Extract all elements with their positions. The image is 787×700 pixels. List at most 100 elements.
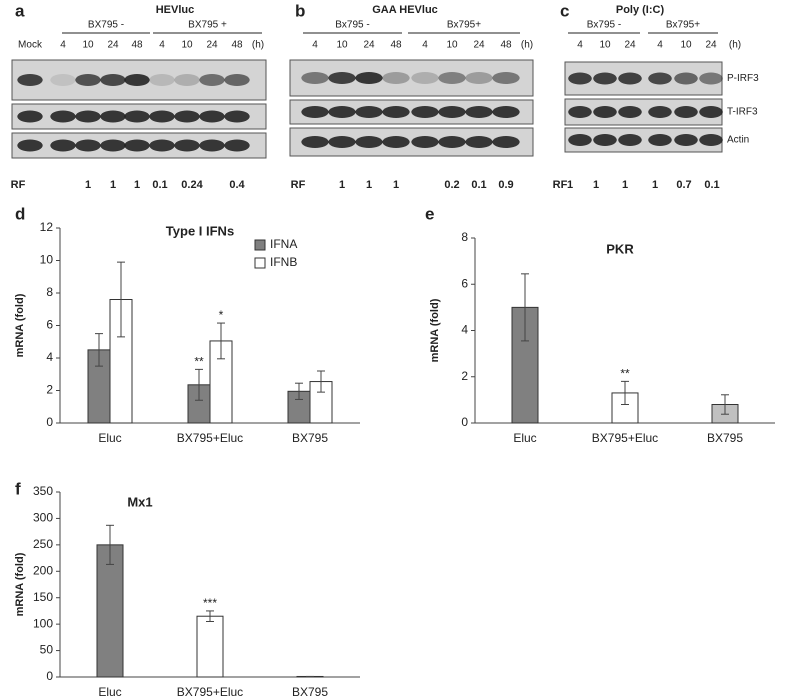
blot-band — [174, 110, 200, 123]
unit-label: (h) — [729, 40, 741, 51]
blot-band — [301, 72, 329, 84]
blot-band — [355, 72, 383, 84]
lane-label: 10 — [599, 40, 611, 51]
blot-band — [75, 110, 101, 123]
blot-band — [411, 106, 439, 118]
panel-letter: f — [15, 479, 21, 498]
rf-value: 1 — [393, 179, 399, 191]
blot-band — [224, 139, 250, 152]
blot-band — [618, 72, 642, 85]
lane-label: 4 — [312, 40, 318, 51]
group-label: BX795 - — [88, 20, 124, 31]
blot-band — [174, 74, 200, 86]
panel-letter: d — [15, 204, 25, 223]
blot-band — [224, 74, 250, 86]
annotation: ** — [620, 367, 630, 381]
y-tick-label: 0 — [46, 669, 53, 683]
rf-value: 1 — [567, 179, 573, 191]
annotation: *** — [203, 596, 217, 610]
blot-band — [593, 106, 617, 118]
unit-label: (h) — [521, 40, 533, 51]
blot-band — [648, 72, 672, 85]
rf-label: RF — [553, 179, 568, 191]
blot-band — [17, 74, 43, 86]
rf-value: 1 — [593, 179, 599, 191]
panel-letter: e — [425, 204, 434, 223]
y-tick-label: 2 — [46, 383, 53, 397]
blot-band — [438, 72, 466, 84]
legend-swatch — [254, 239, 266, 251]
y-tick-label: 8 — [46, 285, 53, 299]
blot-band — [301, 136, 329, 148]
blot-band — [75, 139, 101, 152]
blot-band — [382, 136, 410, 148]
blot-band — [382, 106, 410, 118]
lane-label: 4 — [159, 40, 165, 51]
row-label: T-IRF3 — [727, 107, 758, 118]
rf-value: 0.7 — [676, 179, 691, 191]
error-bar — [117, 261, 125, 338]
blot-band — [699, 134, 723, 146]
y-tick-label: 0 — [46, 415, 53, 429]
blot-band — [17, 139, 43, 152]
error-bar — [317, 370, 325, 393]
blot-band — [674, 134, 698, 146]
rf-label: RF — [11, 179, 26, 191]
blot-band — [355, 106, 383, 118]
group-label: Bx795 - — [335, 20, 369, 31]
blot-band — [568, 106, 592, 118]
blot-band — [149, 110, 175, 123]
blot-band — [618, 134, 642, 146]
blot-band — [328, 136, 356, 148]
y-tick-label: 6 — [46, 318, 53, 332]
blot-band — [124, 74, 150, 86]
y-tick-label: 150 — [33, 590, 53, 604]
blot-band — [100, 110, 126, 123]
blot-band — [124, 139, 150, 152]
blot-band — [124, 110, 150, 123]
blot-band — [593, 134, 617, 146]
lane-label: 24 — [624, 40, 636, 51]
lane-label: 24 — [206, 40, 218, 51]
x-tick-label: BX795+Eluc — [592, 431, 658, 445]
blot-band — [674, 72, 698, 85]
annotation: * — [219, 308, 224, 322]
y-tick-label: 250 — [33, 537, 53, 551]
error-bar — [295, 382, 303, 400]
panel-letter: b — [295, 1, 305, 20]
lane-label: 4 — [422, 40, 428, 51]
lane-label: 10 — [446, 40, 458, 51]
rf-label: RF — [291, 179, 306, 191]
blot-band — [411, 72, 439, 84]
rf-value: 1 — [366, 179, 372, 191]
lane-label: 4 — [577, 40, 583, 51]
blot-title: GAA HEVluc — [372, 4, 438, 16]
blot-band — [568, 72, 592, 85]
lane-label: 4 — [60, 40, 66, 51]
blot-band — [568, 134, 592, 146]
x-tick-label: BX795+Eluc — [177, 685, 243, 699]
lane-label: 10 — [181, 40, 193, 51]
y-tick-label: 300 — [33, 511, 53, 525]
blot-band — [438, 136, 466, 148]
rf-value: 1 — [622, 179, 628, 191]
y-tick-label: 100 — [33, 616, 53, 630]
blot-band — [149, 139, 175, 152]
rf-value: 0.1 — [471, 179, 486, 191]
y-tick-label: 10 — [40, 253, 54, 267]
lane-label: 10 — [82, 40, 94, 51]
y-axis-label: mRNA (fold) — [14, 293, 26, 357]
rf-value: 0.4 — [229, 179, 245, 191]
blot-band — [328, 72, 356, 84]
x-tick-label: Eluc — [98, 685, 121, 699]
blot-band — [492, 106, 520, 118]
y-tick-label: 4 — [461, 323, 468, 337]
chart-title: Type I IFNs — [166, 223, 234, 238]
lane-label: 48 — [131, 40, 143, 51]
blot-band — [465, 72, 493, 84]
x-tick-label: BX795+Eluc — [177, 431, 243, 445]
lane-label: 10 — [680, 40, 692, 51]
row-label: Actin — [727, 135, 749, 146]
y-tick-label: 4 — [46, 350, 53, 364]
